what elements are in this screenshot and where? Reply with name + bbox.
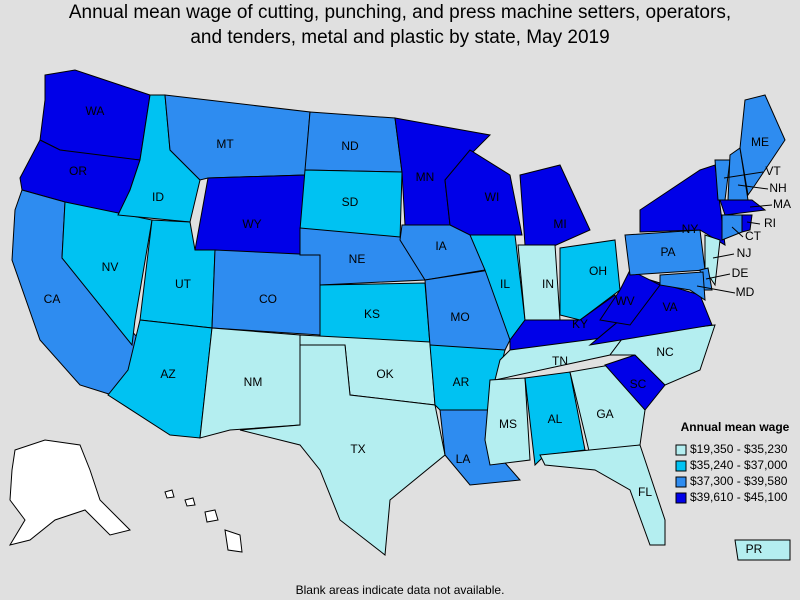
state-label: IA bbox=[435, 239, 446, 253]
footnote: Blank areas indicate data not available. bbox=[296, 583, 505, 597]
state bbox=[539, 444, 666, 546]
state-label: KY bbox=[572, 317, 588, 331]
state-label: SD bbox=[342, 195, 359, 209]
state-label: MI bbox=[553, 217, 566, 231]
state-label: MO bbox=[450, 310, 469, 324]
legend-swatch bbox=[675, 492, 687, 504]
legend-label: $19,350 - $35,230 bbox=[690, 442, 788, 456]
state-label: MD bbox=[736, 285, 755, 299]
leader-line bbox=[737, 184, 769, 190]
state bbox=[239, 344, 446, 556]
legend-label: $39,610 - $45,100 bbox=[690, 490, 788, 504]
state-label: RI bbox=[764, 216, 776, 230]
state-label: NH bbox=[769, 181, 786, 195]
state-label: WY bbox=[242, 217, 261, 231]
title-line: and tenders, metal and plastic by state,… bbox=[190, 27, 609, 48]
state-label: CT bbox=[745, 229, 762, 243]
state-label: IN bbox=[542, 277, 554, 291]
state bbox=[734, 539, 791, 561]
state-label: NY bbox=[682, 222, 699, 236]
legend-swatch bbox=[675, 460, 687, 472]
state-label: NE bbox=[349, 252, 366, 266]
state-label: WI bbox=[485, 190, 500, 204]
state bbox=[519, 164, 591, 251]
state-label: LA bbox=[456, 452, 471, 466]
state-label: MN bbox=[416, 170, 435, 184]
state-label: NC bbox=[656, 345, 674, 359]
leader-line bbox=[723, 171, 764, 179]
alaska bbox=[8, 439, 131, 546]
state bbox=[659, 271, 706, 301]
state-label: ME bbox=[751, 135, 769, 149]
state-label: WV bbox=[615, 294, 634, 308]
state-label: PR bbox=[746, 542, 763, 556]
leader-line bbox=[705, 273, 731, 280]
state-label: ID bbox=[152, 190, 164, 204]
state-label: OH bbox=[589, 264, 607, 278]
state-label: OK bbox=[376, 367, 393, 381]
state bbox=[639, 164, 726, 246]
legend-swatch bbox=[675, 444, 687, 456]
state-label: PA bbox=[660, 245, 675, 259]
state-label: DE bbox=[732, 266, 749, 280]
state bbox=[599, 269, 661, 326]
leader-line bbox=[746, 221, 761, 225]
leader-line bbox=[749, 204, 773, 208]
title-line: Annual mean wage of cutting, punching, a… bbox=[69, 2, 731, 23]
state-label: AZ bbox=[160, 367, 175, 381]
state bbox=[719, 199, 767, 216]
state-label: VA bbox=[662, 300, 677, 314]
state-label: ND bbox=[341, 139, 359, 153]
legend-label: $35,240 - $37,000 bbox=[690, 458, 788, 472]
legend-swatch bbox=[675, 476, 687, 488]
state-label: AR bbox=[453, 375, 470, 389]
state-label: MS bbox=[499, 417, 517, 431]
leader-line bbox=[731, 226, 744, 238]
state-label: NV bbox=[102, 260, 119, 274]
state-label: NM bbox=[244, 375, 263, 389]
state-label: FL bbox=[638, 485, 652, 499]
legend-label: $37,300 - $39,580 bbox=[690, 474, 788, 488]
state-label: MT bbox=[216, 137, 234, 151]
leader-line bbox=[696, 285, 736, 294]
state-label: NJ bbox=[737, 246, 752, 260]
state bbox=[739, 94, 786, 197]
state-label: CA bbox=[44, 292, 61, 306]
state-label: TX bbox=[350, 442, 365, 456]
state-label: MA bbox=[773, 197, 791, 211]
state-label: IL bbox=[500, 277, 510, 291]
state bbox=[484, 377, 531, 466]
legend-title: Annual mean wage bbox=[681, 420, 790, 434]
hawaii bbox=[164, 489, 243, 553]
state-label: VT bbox=[765, 164, 781, 178]
state-label: UT bbox=[175, 277, 192, 291]
state-label: GA bbox=[596, 407, 613, 421]
state bbox=[559, 239, 621, 321]
state bbox=[444, 149, 523, 236]
state-label: WA bbox=[86, 104, 105, 118]
leader-line bbox=[712, 253, 735, 259]
state-label: KS bbox=[364, 307, 380, 321]
state bbox=[741, 214, 753, 233]
state-label: TN bbox=[552, 354, 568, 368]
state bbox=[194, 174, 306, 258]
state-label: AL bbox=[548, 412, 563, 426]
state-label: OR bbox=[69, 164, 87, 178]
state-label: SC bbox=[630, 377, 647, 391]
state-label: CO bbox=[259, 292, 277, 306]
